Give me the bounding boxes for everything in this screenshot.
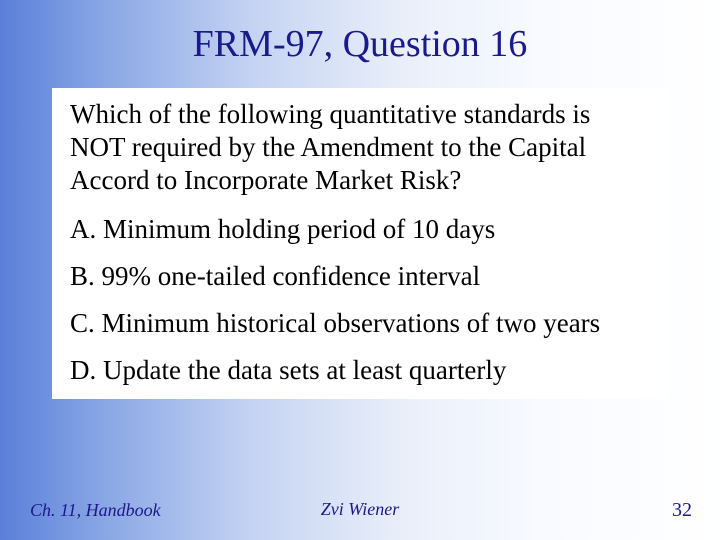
option-c: C. Minimum historical observations of tw… — [70, 307, 650, 340]
option-b: B. 99% one-tailed confidence interval — [70, 260, 650, 293]
footer-left: Ch. 11, Handbook — [30, 500, 161, 521]
question-text: Which of the following quantitative stan… — [70, 98, 650, 197]
content-box: Which of the following quantitative stan… — [52, 88, 668, 399]
footer-center: Zvi Wiener — [321, 499, 400, 520]
footer-page-number: 32 — [672, 499, 692, 522]
slide-container: FRM-97, Question 16 Which of the followi… — [0, 0, 720, 540]
option-d: D. Update the data sets at least quarter… — [70, 354, 650, 387]
option-a: A. Minimum holding period of 10 days — [70, 213, 650, 246]
slide-title: FRM-97, Question 16 — [50, 22, 670, 66]
slide-footer: Ch. 11, Handbook Zvi Wiener 32 — [0, 499, 720, 522]
